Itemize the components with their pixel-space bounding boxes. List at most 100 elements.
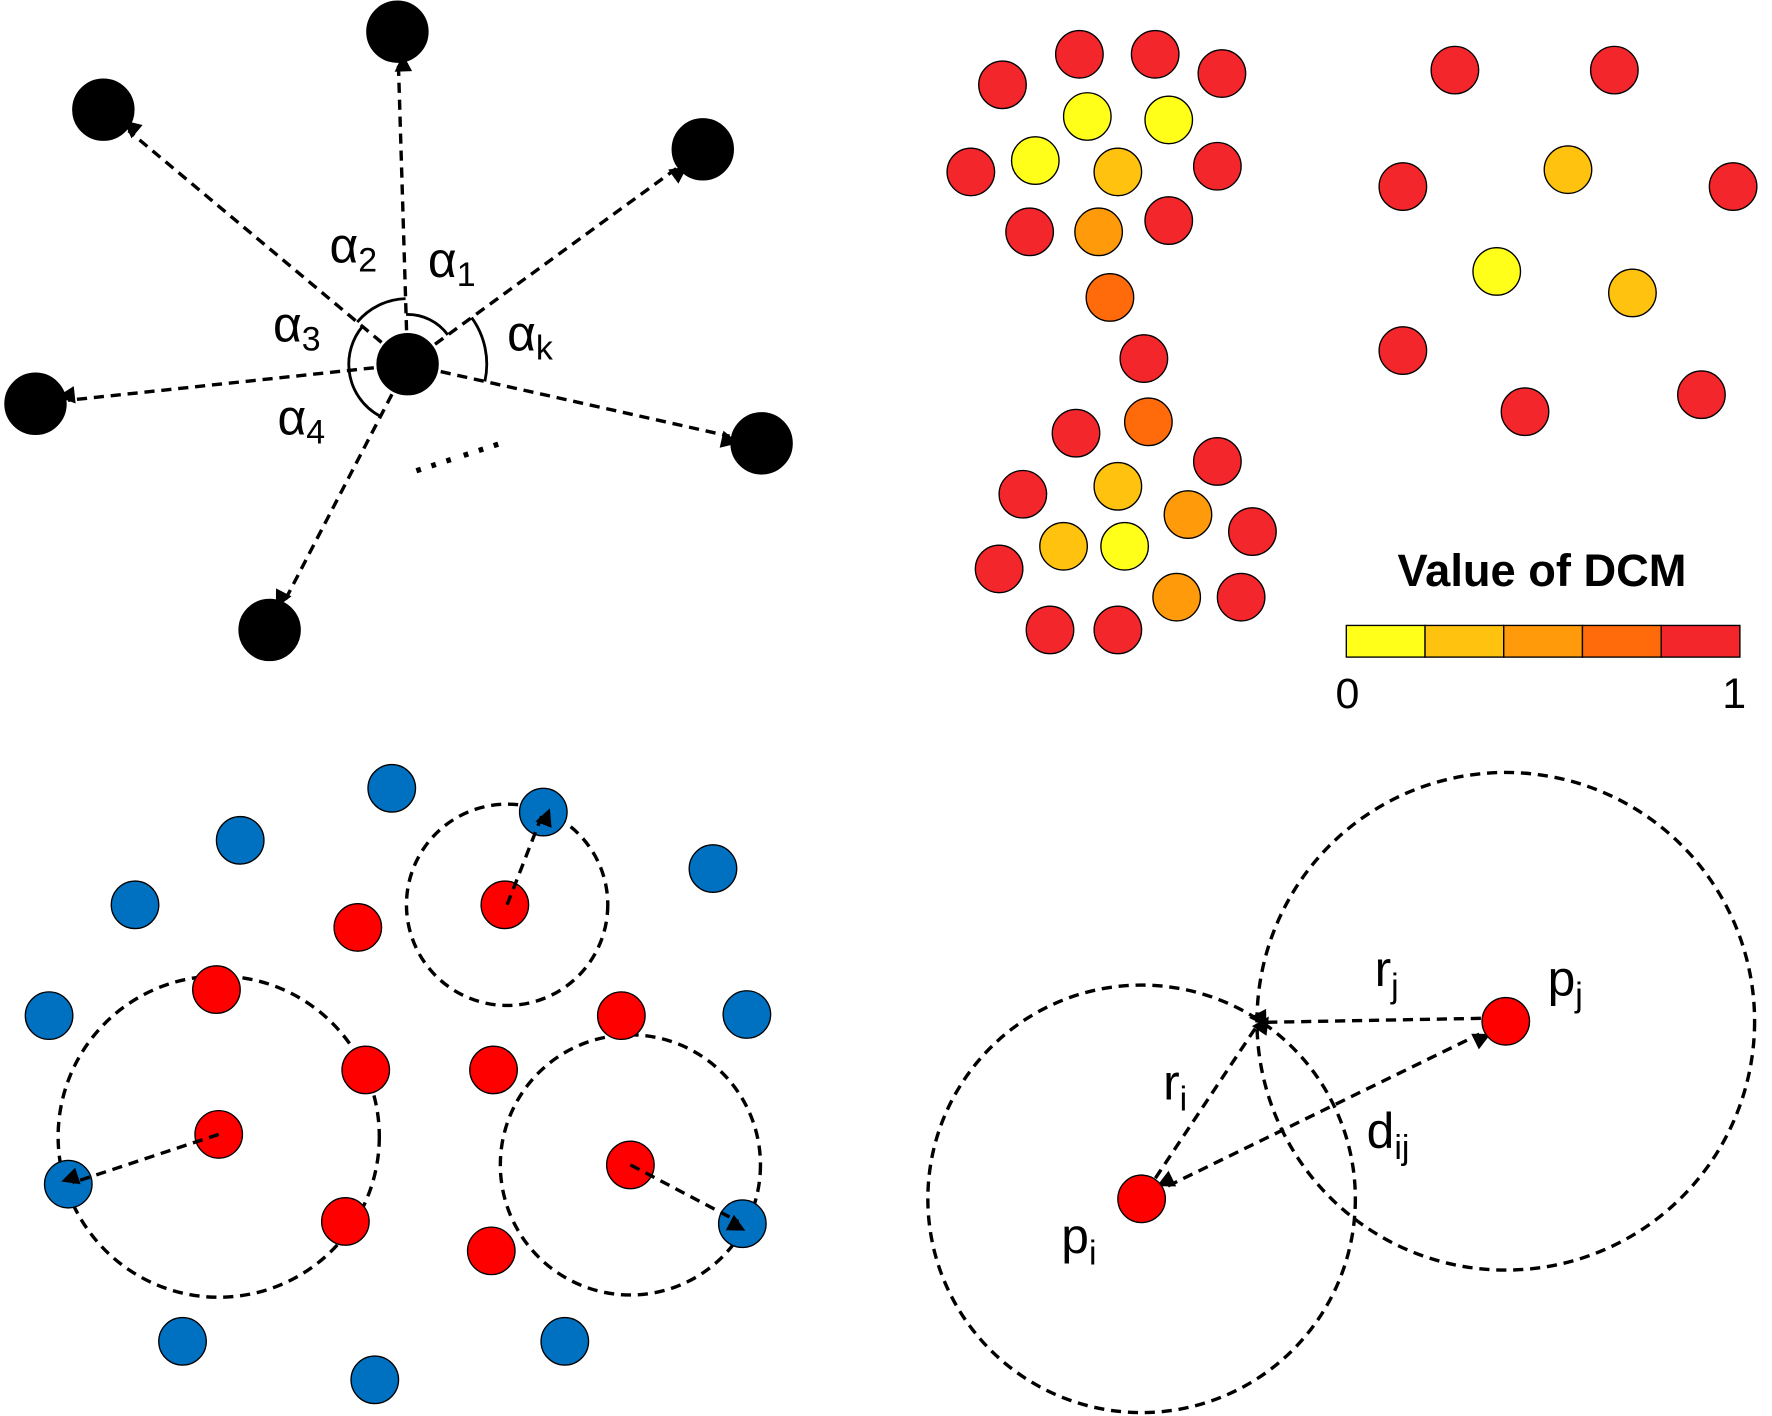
arrow	[394, 54, 413, 365]
dcm-node	[1144, 196, 1194, 245]
dcm-node	[1093, 605, 1143, 655]
red-point	[194, 1109, 244, 1159]
dcm-node	[1039, 521, 1088, 571]
node	[730, 412, 793, 475]
red-point	[480, 880, 530, 930]
dcm-node	[1589, 45, 1639, 95]
dcm-node	[1005, 207, 1055, 257]
blue-point	[350, 1355, 400, 1405]
angle-arc	[356, 297, 406, 324]
dcm-node	[1197, 49, 1247, 98]
dcm-node	[1192, 437, 1242, 486]
angle-label: α2	[330, 217, 378, 279]
arrow	[1248, 1008, 1481, 1027]
center-node	[376, 332, 439, 396]
neighborhood	[404, 802, 610, 1008]
dcm-node	[1051, 408, 1101, 458]
red-point	[469, 1045, 518, 1095]
dcm-node	[978, 60, 1027, 110]
dcm-node	[1677, 370, 1726, 420]
red-point	[333, 902, 383, 952]
red-point	[596, 991, 646, 1041]
layout	[4, 0, 1758, 1415]
dcm-node	[1085, 273, 1135, 322]
dcm-node	[1472, 247, 1522, 296]
angle-label: αk	[507, 306, 553, 368]
angle-label: α4	[278, 389, 326, 451]
arrow	[406, 166, 688, 366]
dcm-node	[1093, 147, 1143, 197]
blue-point	[43, 1159, 93, 1209]
blue-point	[24, 991, 74, 1041]
blue-point	[215, 815, 265, 865]
blue-point	[722, 990, 772, 1039]
node	[4, 372, 67, 435]
legend-title: Value of DCM	[1398, 545, 1687, 596]
angle-arc	[406, 313, 449, 336]
dcm-node	[1608, 268, 1657, 318]
point-i	[1117, 1174, 1167, 1224]
dcm-node	[1130, 29, 1180, 79]
red-point	[192, 965, 241, 1015]
dcm-node	[1152, 572, 1202, 622]
arrow	[123, 120, 409, 366]
dcm-node	[1543, 145, 1593, 195]
angle-arc	[470, 316, 489, 382]
blue-point	[688, 844, 738, 894]
red-point	[466, 1226, 516, 1276]
point-label: rj	[1375, 941, 1399, 1005]
scale-min: 0	[1335, 670, 1359, 718]
colorbar-segment	[1660, 624, 1741, 658]
dcm-node	[1074, 207, 1124, 257]
dcm-node	[1430, 45, 1480, 95]
node	[72, 78, 135, 141]
point-label: pj	[1548, 950, 1583, 1014]
dcm-node	[1500, 387, 1550, 437]
dcm-node	[1192, 141, 1242, 191]
arrow	[61, 1132, 220, 1185]
dcm-node	[1163, 490, 1213, 540]
dcm-node	[1123, 397, 1173, 447]
dcm-node	[1025, 605, 1075, 655]
dcm-node	[946, 147, 996, 197]
dcm-node	[1010, 136, 1060, 186]
blue-point	[518, 787, 568, 837]
dcm-node	[1119, 334, 1169, 383]
dcm-node	[1093, 461, 1143, 511]
angle-arc	[347, 325, 364, 371]
arrow	[57, 362, 408, 404]
angle-label: α3	[273, 297, 321, 359]
blue-point	[158, 1316, 207, 1366]
ellipsis: ……	[397, 402, 509, 486]
dcm-node	[1378, 326, 1428, 376]
node	[366, 0, 429, 63]
dcm-node	[1144, 95, 1194, 145]
dcm-node	[1216, 572, 1266, 622]
scale-max: 1	[1722, 670, 1746, 718]
colorbar-segment	[1424, 624, 1505, 658]
node	[238, 598, 301, 662]
blue-point	[540, 1316, 590, 1366]
red-point	[341, 1045, 391, 1095]
arrow	[407, 362, 739, 448]
dcm-node	[974, 544, 1024, 594]
angle-arc	[347, 370, 382, 418]
dcm-node	[998, 469, 1048, 519]
point-label: dij	[1367, 1103, 1410, 1167]
point-label: pi	[1061, 1208, 1096, 1272]
colorbar-segment	[1503, 624, 1584, 658]
radius-circle	[926, 983, 1358, 1415]
arrow	[1156, 1032, 1491, 1188]
arrow	[629, 1163, 746, 1231]
point-label: ri	[1163, 1054, 1187, 1118]
dcm-node	[1378, 162, 1428, 212]
arrow	[275, 363, 410, 608]
red-point	[320, 1197, 370, 1246]
dcm-node	[1062, 92, 1112, 141]
blue-point	[717, 1199, 767, 1249]
blue-point	[110, 880, 160, 930]
dcm-node	[1228, 507, 1277, 556]
node	[671, 118, 734, 181]
